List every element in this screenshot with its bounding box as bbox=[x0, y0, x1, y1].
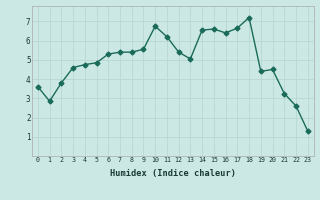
X-axis label: Humidex (Indice chaleur): Humidex (Indice chaleur) bbox=[110, 169, 236, 178]
